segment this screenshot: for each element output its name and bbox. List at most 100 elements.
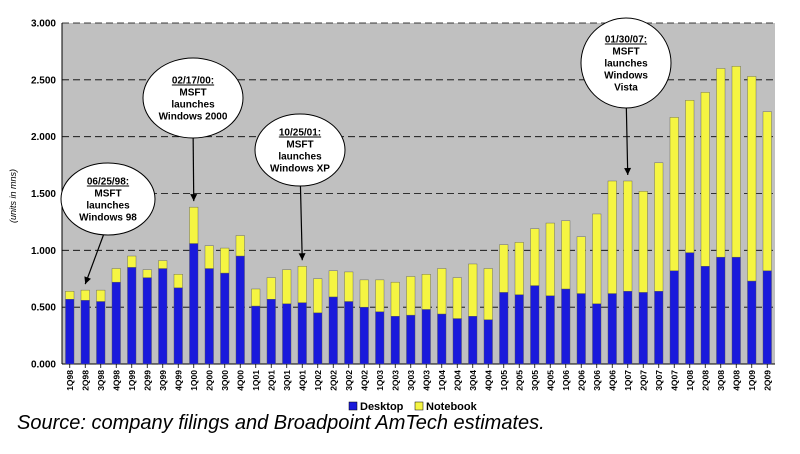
x-tick-label: 2Q04 [452, 370, 462, 391]
bar-desktop-4q98 [111, 281, 121, 365]
annotation-bubble [580, 17, 672, 109]
bar-desktop-2q03 [390, 316, 400, 365]
y-tick-label: 1.000 [31, 246, 56, 257]
bar-desktop-2q05 [514, 294, 524, 365]
bar-desktop-1q01 [251, 305, 261, 365]
x-tick-label: 1Q06 [561, 370, 571, 391]
x-tick-label: 4Q98 [111, 370, 121, 391]
bar-desktop-2q98 [80, 300, 90, 365]
legend-swatch-desktop [348, 401, 358, 411]
bar-desktop-2q06 [576, 293, 586, 365]
x-tick-label: 4Q07 [669, 370, 679, 391]
bar-notebook-1q98 [65, 291, 75, 300]
x-tick-label: 4Q06 [607, 370, 617, 391]
x-tick-label: 4Q08 [731, 370, 741, 391]
bar-desktop-2q02 [328, 296, 338, 365]
x-tick-label: 4Q01 [297, 370, 307, 391]
bar-desktop-4q06 [607, 293, 617, 365]
bar-desktop-2q99 [142, 277, 152, 365]
annotation-arrow [299, 185, 303, 261]
annotation-arrowhead [624, 167, 632, 175]
bar-desktop-3q03 [406, 314, 416, 365]
bar-notebook-4q05 [545, 222, 555, 296]
bar-notebook-1q06 [561, 220, 571, 290]
bar-desktop-1q04 [437, 313, 447, 365]
x-tick-label: 3Q07 [654, 370, 664, 391]
legend-label-notebook: Notebook [426, 401, 478, 413]
annotation-text: Windows 98 [79, 213, 137, 224]
annotation-arrow [84, 234, 105, 285]
bar-notebook-4q00 [235, 235, 245, 257]
bar-notebook-2q06 [576, 236, 586, 294]
bar-desktop-3q02 [344, 301, 354, 365]
bar-desktop-3q99 [158, 268, 168, 365]
y-tick-label: 2.500 [31, 75, 56, 86]
legend: Desktop Notebook [348, 401, 478, 413]
bar-notebook-3q98 [96, 289, 106, 302]
bar-notebook-3q01 [282, 269, 292, 304]
x-tick-label: 2Q99 [142, 370, 152, 391]
bar-notebook-1q04 [437, 268, 447, 315]
x-tick-label: 1Q08 [685, 370, 695, 391]
annotation-text: MSFT [179, 88, 206, 99]
bar-desktop-4q03 [421, 309, 431, 365]
y-tick-label: 1.500 [31, 189, 56, 200]
annotation-text: launches [278, 152, 322, 163]
x-tick-label: 1Q00 [189, 370, 199, 391]
bar-desktop-4q01 [297, 302, 307, 365]
x-tick-label: 4Q03 [421, 370, 431, 391]
x-tick-label: 2Q07 [638, 370, 648, 391]
bar-notebook-3q05 [530, 228, 540, 286]
x-tick-label: 3Q02 [344, 370, 354, 391]
bar-notebook-4q04 [483, 268, 493, 320]
x-tick-label: 2Q00 [204, 370, 214, 391]
annotation-bubble [142, 57, 244, 139]
bar-notebook-2q08 [700, 92, 710, 267]
annotation-text: 02/17/00: [172, 76, 214, 87]
bar-notebook-4q98 [111, 268, 121, 283]
bar-desktop-2q07 [638, 292, 648, 365]
bar-desktop-4q04 [483, 319, 493, 365]
x-tick-label: 1Q02 [313, 370, 323, 391]
annotation-arrowhead [84, 276, 91, 285]
bar-desktop-3q01 [282, 303, 292, 365]
x-tick-label: 1Q05 [499, 370, 509, 391]
annotation-bubble [254, 113, 346, 187]
bar-notebook-2q04 [452, 277, 462, 319]
bar-notebook-2q07 [638, 191, 648, 293]
bar-desktop-2q04 [452, 318, 462, 365]
annotation-arrowhead [190, 194, 198, 202]
annotation-text: 06/25/98: [87, 177, 129, 188]
bar-notebook-1q05 [499, 244, 509, 293]
bar-notebook-3q08 [716, 68, 726, 258]
annotation-text: Windows [604, 71, 648, 82]
bar-notebook-4q99 [173, 274, 183, 289]
annotation-text: launches [604, 59, 648, 70]
x-tick-label: 1Q98 [65, 370, 75, 391]
bar-desktop-1q07 [623, 291, 633, 365]
x-tick-label: 3Q04 [468, 370, 478, 391]
bar-desktop-3q06 [592, 303, 602, 365]
x-tick-label: 3Q05 [530, 370, 540, 391]
x-tick-label: 1Q99 [127, 370, 137, 391]
x-tick-label: 2Q01 [266, 370, 276, 391]
x-tick-label: 3Q99 [158, 370, 168, 391]
x-tick-label: 4Q00 [235, 370, 245, 391]
x-tick-label: 1Q09 [747, 370, 757, 391]
x-tick-label: 3Q01 [282, 370, 292, 391]
bar-notebook-3q06 [592, 213, 602, 304]
legend-label-desktop: Desktop [360, 401, 404, 413]
bar-desktop-1q05 [499, 292, 509, 365]
bar-notebook-2q99 [142, 269, 152, 278]
bar-desktop-3q07 [654, 291, 664, 365]
bar-desktop-4q99 [173, 287, 183, 365]
x-tick-label: 2Q08 [700, 370, 710, 391]
bar-notebook-2q03 [390, 281, 400, 317]
bar-desktop-2q01 [266, 299, 276, 365]
bar-notebook-1q03 [375, 279, 385, 312]
bar-notebook-4q06 [607, 180, 617, 294]
annotation-text: MSFT [612, 47, 639, 58]
